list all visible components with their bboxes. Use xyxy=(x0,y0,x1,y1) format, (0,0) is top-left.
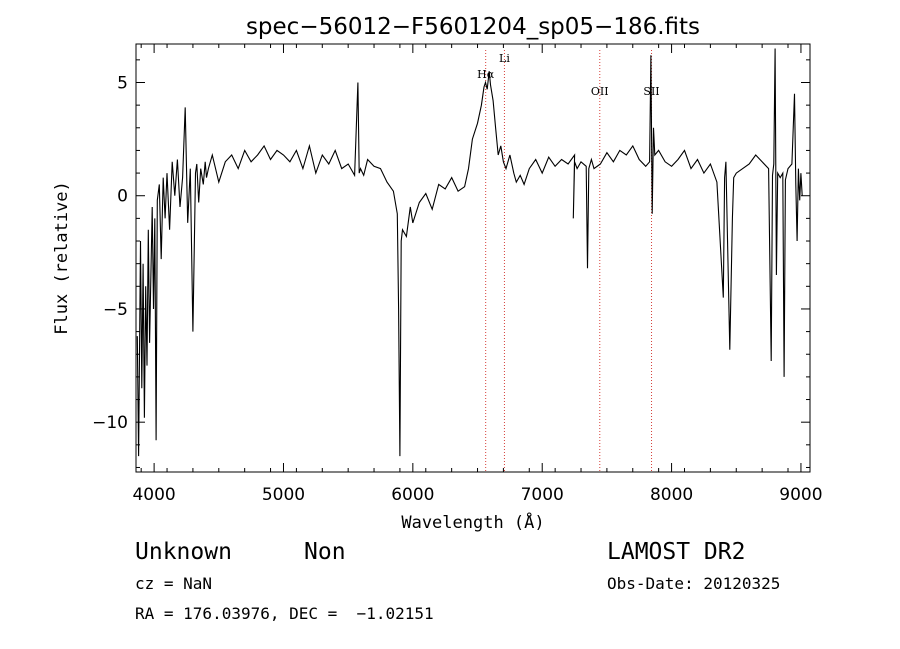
object-class: Unknown xyxy=(135,539,232,565)
plot-frame xyxy=(135,43,811,473)
y-tick-label: −5 xyxy=(103,300,128,320)
spectral-line-label: OII xyxy=(591,85,609,98)
ra-dec: RA = 176.03976, DEC = −1.02151 xyxy=(135,604,434,623)
x-tick-label: 8000 xyxy=(650,485,693,505)
y-tick-label: −10 xyxy=(92,413,128,433)
x-axis-label: Wavelength (Å) xyxy=(401,511,544,533)
x-tick-label: 6000 xyxy=(391,485,434,505)
spectral-line-label: Hα xyxy=(477,68,495,81)
chart-title: spec−56012−F5601204_sp05−186.fits xyxy=(246,14,700,40)
redshift-cz: cz = NaN xyxy=(135,574,213,593)
y-tick-label: 5 xyxy=(117,73,128,93)
x-tick-label: 7000 xyxy=(521,485,564,505)
obs-date: Obs-Date: 20120325 xyxy=(607,574,781,593)
x-tick-label: 9000 xyxy=(779,485,822,505)
survey-name: LAMOST DR2 xyxy=(607,539,746,565)
x-tick-label: 4000 xyxy=(132,485,175,505)
y-tick-label: 0 xyxy=(117,187,128,207)
y-axis-label: Flux (relative) xyxy=(52,181,72,335)
object-subclass: Non xyxy=(304,539,346,565)
axis-ticks: 4000 5000 6000 7000 8000 9000 −10 −5 0 5 xyxy=(92,44,823,505)
x-tick-label: 5000 xyxy=(262,485,305,505)
spectral-line-label: Li xyxy=(499,52,510,65)
spectrum-line xyxy=(136,48,803,457)
